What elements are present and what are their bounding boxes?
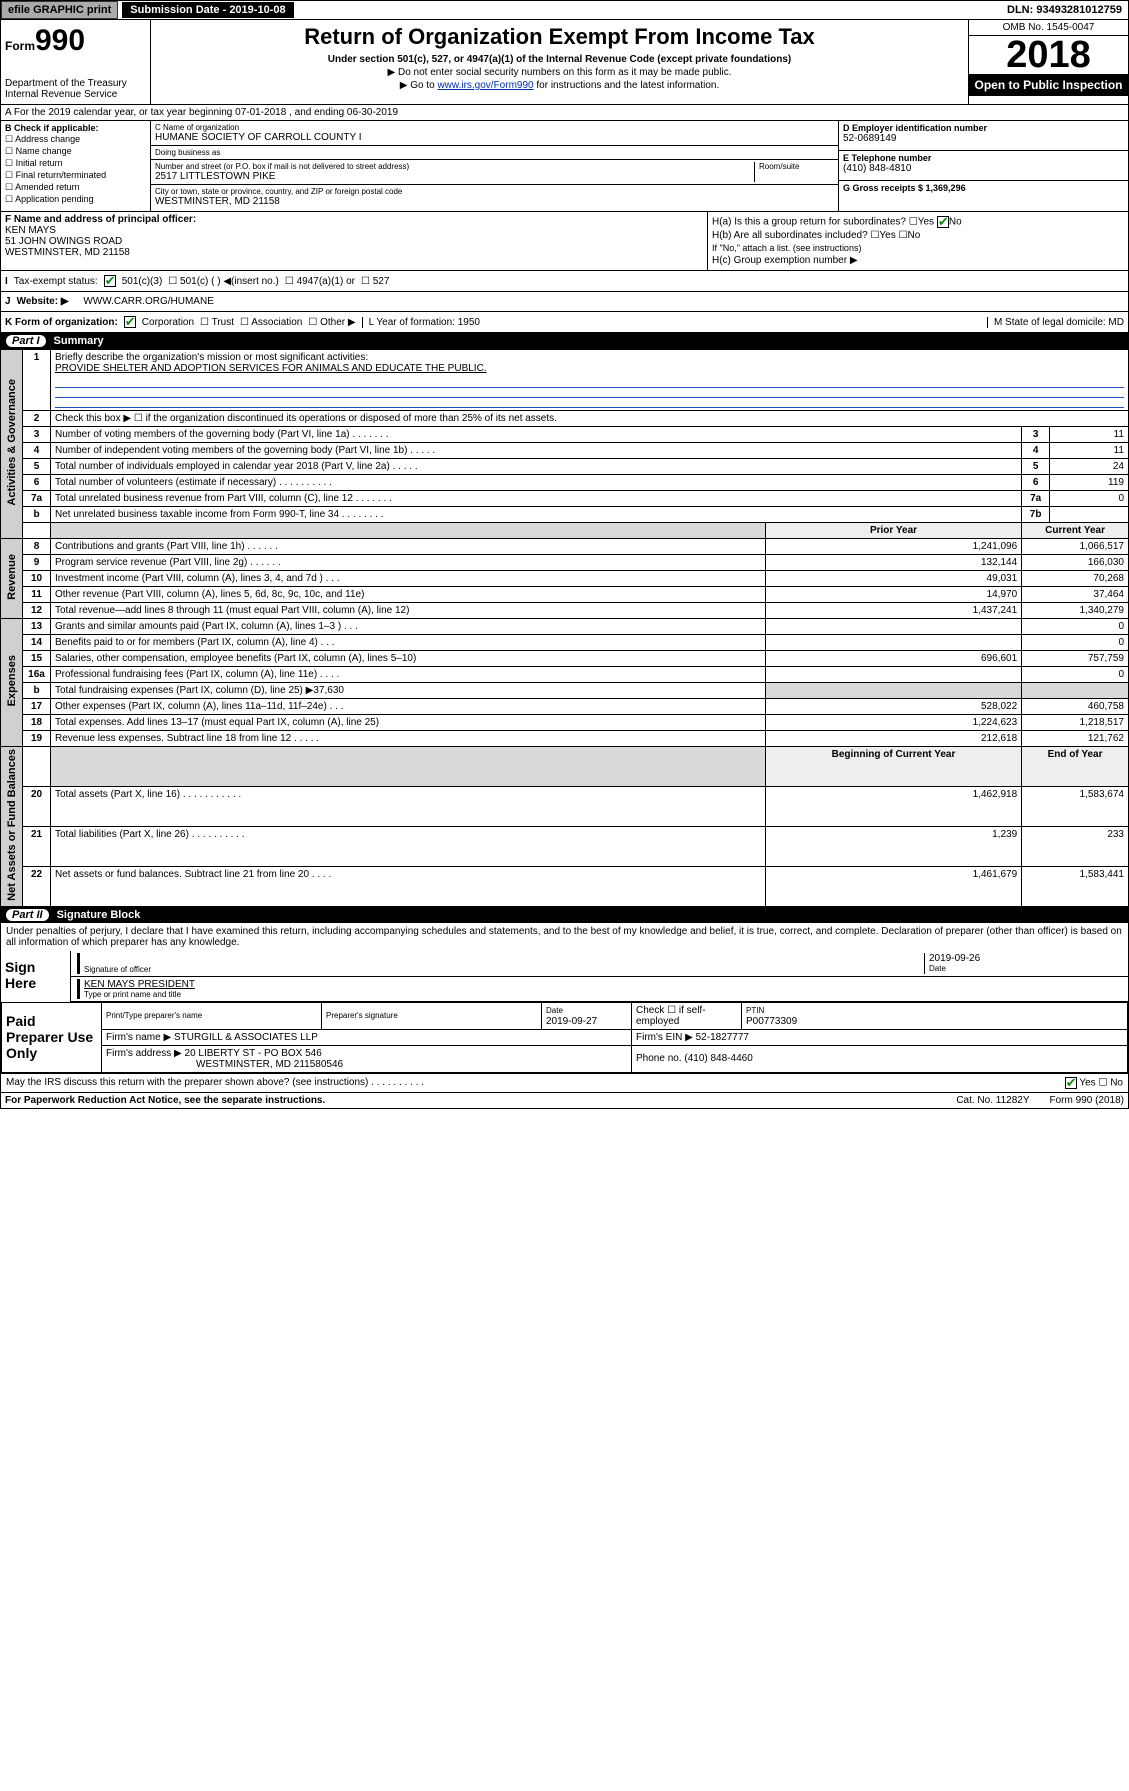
chk-amended-return[interactable]: ☐ Amended return (5, 182, 146, 193)
ha-no-checked[interactable] (937, 216, 949, 228)
form-title: Return of Organization Exempt From Incom… (155, 24, 964, 50)
org-city: WESTMINSTER, MD 21158 (155, 196, 834, 207)
exp-13: 0 (1022, 619, 1129, 635)
row-a-taxyear: A For the 2019 calendar year, or tax yea… (0, 105, 1129, 121)
cat-no: Cat. No. 11282Y (956, 1095, 1029, 1106)
signature-section: Under penalties of perjury, I declare th… (0, 923, 1129, 1093)
exp-16a: 0 (1022, 667, 1129, 683)
exp-15: 757,759 (1022, 651, 1129, 667)
paid-preparer-label: Paid Preparer Use Only (2, 1002, 102, 1072)
irs-link[interactable]: www.irs.gov/Form990 (437, 80, 533, 91)
goto-note: ▶ Go to www.irs.gov/Form990 for instruct… (155, 80, 964, 91)
firm-name: STURGILL & ASSOCIATES LLP (174, 1032, 318, 1043)
rev-9: 166,030 (1022, 555, 1129, 571)
ssn-note: ▶ Do not enter social security numbers o… (155, 67, 964, 78)
side-netassets: Net Assets or Fund Balances (6, 749, 18, 901)
telephone: (410) 848-4810 (843, 163, 1124, 174)
form-header: Form990 Department of the Treasury Inter… (0, 20, 1129, 105)
firm-phone: Phone no. (410) 848-4460 (632, 1045, 1128, 1072)
chk-corporation[interactable] (124, 316, 136, 328)
chk-name-change[interactable]: ☐ Name change (5, 146, 146, 157)
footer: For Paperwork Reduction Act Notice, see … (0, 1093, 1129, 1109)
dln: DLN: 93493281012759 (1007, 4, 1128, 16)
mission: PROVIDE SHELTER AND ADOPTION SERVICES FO… (55, 363, 487, 374)
fh-block: F Name and address of principal officer:… (0, 212, 1129, 271)
preparer-table: Paid Preparer Use Only Print/Type prepar… (1, 1002, 1128, 1073)
gross-receipts: G Gross receipts $ 1,369,296 (843, 183, 1124, 193)
exp-16b (1022, 683, 1129, 699)
gov-7b (1050, 507, 1129, 523)
gov-6: 119 (1050, 475, 1129, 491)
rev-12: 1,340,279 (1022, 603, 1129, 619)
chk-application-pending[interactable]: ☐ Application pending (5, 194, 146, 205)
gov-7a: 0 (1050, 491, 1129, 507)
officer-name-title: KEN MAYS PRESIDENT (84, 979, 1124, 990)
identity-block: B Check if applicable: ☐ Address change … (0, 121, 1129, 212)
rev-11: 37,464 (1022, 587, 1129, 603)
chk-address-change[interactable]: ☐ Address change (5, 134, 146, 145)
side-expenses: Expenses (6, 655, 18, 706)
hc-group-exemption: H(c) Group exemption number ▶ (712, 255, 1124, 266)
part1-header: Part ISummary (0, 333, 1129, 349)
officer-name: KEN MAYS (5, 225, 703, 236)
summary-table: Activities & Governance 1 Briefly descri… (0, 349, 1129, 907)
gov-4: 11 (1050, 443, 1129, 459)
firm-addr2: WESTMINSTER, MD 211580546 (196, 1059, 343, 1070)
chk-initial-return[interactable]: ☐ Initial return (5, 158, 146, 169)
chk-final-return[interactable]: ☐ Final return/terminated (5, 170, 146, 181)
org-name: HUMANE SOCIETY OF CARROLL COUNTY I (155, 132, 834, 143)
net-21: 233 (1022, 826, 1129, 866)
state-domicile: M State of legal domicile: MD (987, 317, 1124, 328)
tax-exempt-row: ITax-exempt status: 501(c)(3) ☐ 501(c) (… (0, 271, 1129, 292)
open-public: Open to Public Inspection (969, 74, 1128, 96)
efile-graphic-print[interactable]: efile GRAPHIC print (1, 1, 118, 19)
discuss-yes[interactable] (1065, 1077, 1077, 1089)
sign-here-label: Sign Here (1, 951, 71, 1002)
ha-group-return: H(a) Is this a group return for subordin… (712, 216, 1124, 228)
form-number: Form990 (5, 24, 146, 58)
sig-date: 2019-09-26 (929, 953, 1124, 964)
form-subtitle: Under section 501(c), 527, or 4947(a)(1)… (155, 54, 964, 65)
hb-subordinates: H(b) Are all subordinates included? ☐Yes… (712, 230, 1124, 241)
form-ref: Form 990 (2018) (1050, 1095, 1124, 1106)
year-formation: L Year of formation: 1950 (362, 317, 486, 328)
rev-8: 1,066,517 (1022, 539, 1129, 555)
exp-14: 0 (1022, 635, 1129, 651)
net-22: 1,583,441 (1022, 866, 1129, 906)
website: WWW.CARR.ORG/HUMANE (83, 296, 214, 307)
ein: 52-0689149 (843, 133, 1124, 144)
ptin: P00773309 (746, 1016, 797, 1027)
tax-year: 2018 (969, 36, 1128, 74)
officer-addr2: WESTMINSTER, MD 21158 (5, 247, 703, 258)
topbar: efile GRAPHIC print Submission Date - 20… (0, 0, 1129, 20)
org-street: 2517 LITTLESTOWN PIKE (155, 171, 754, 182)
part2-header: Part IISignature Block (0, 907, 1129, 923)
col-b-checkboxes: B Check if applicable: ☐ Address change … (1, 121, 151, 211)
chk-501c3[interactable] (104, 275, 116, 287)
perjury-declaration: Under penalties of perjury, I declare th… (1, 923, 1128, 951)
rev-10: 70,268 (1022, 571, 1129, 587)
officer-addr1: 51 JOHN OWINGS ROAD (5, 236, 703, 247)
net-20: 1,583,674 (1022, 786, 1129, 826)
side-revenue: Revenue (6, 554, 18, 600)
exp-18: 1,218,517 (1022, 715, 1129, 731)
side-governance: Activities & Governance (6, 379, 18, 506)
exp-19: 121,762 (1022, 731, 1129, 747)
gov-5: 24 (1050, 459, 1129, 475)
col-d-ids: D Employer identification number 52-0689… (838, 121, 1128, 211)
department: Department of the Treasury Internal Reve… (5, 78, 146, 100)
prep-date: 2019-09-27 (546, 1016, 597, 1027)
submission-date: Submission Date - 2019-10-08 (122, 2, 293, 18)
website-row: JWebsite: ▶ WWW.CARR.ORG/HUMANE (0, 292, 1129, 312)
col-c-org: C Name of organization HUMANE SOCIETY OF… (151, 121, 838, 211)
exp-17: 460,758 (1022, 699, 1129, 715)
firm-ein: 52-1827777 (696, 1032, 749, 1043)
gov-3: 11 (1050, 427, 1129, 443)
k-form-org-row: K Form of organization: Corporation ☐ Tr… (0, 312, 1129, 333)
firm-addr1: 20 LIBERTY ST - PO BOX 546 (185, 1048, 322, 1059)
